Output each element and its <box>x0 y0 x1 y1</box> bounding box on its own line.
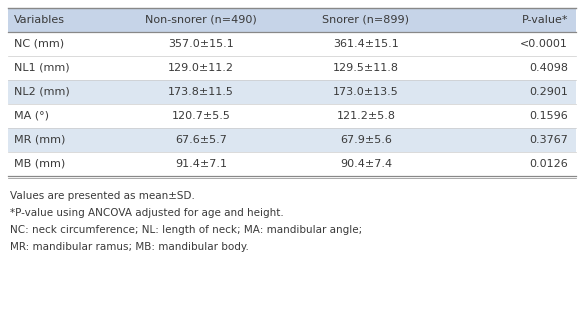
Text: *P-value using ANCOVA adjusted for age and height.: *P-value using ANCOVA adjusted for age a… <box>10 208 284 218</box>
Bar <box>116 56 286 80</box>
Text: NC (mm): NC (mm) <box>14 39 64 49</box>
Text: MR (mm): MR (mm) <box>14 135 65 145</box>
Bar <box>446 80 576 104</box>
Text: 129.5±11.8: 129.5±11.8 <box>333 63 399 73</box>
Bar <box>286 152 446 176</box>
Bar <box>116 32 286 56</box>
Bar <box>446 104 576 128</box>
Bar <box>286 32 446 56</box>
Bar <box>8 56 116 80</box>
Text: 67.6±5.7: 67.6±5.7 <box>175 135 227 145</box>
Text: NL1 (mm): NL1 (mm) <box>14 63 69 73</box>
Text: MA (°): MA (°) <box>14 111 49 121</box>
Bar <box>286 80 446 104</box>
Text: MB (mm): MB (mm) <box>14 159 65 169</box>
Text: Variables: Variables <box>14 15 65 25</box>
Bar <box>446 128 576 152</box>
Text: 0.0126: 0.0126 <box>529 159 568 169</box>
Text: MR: mandibular ramus; MB: mandibular body.: MR: mandibular ramus; MB: mandibular bod… <box>10 242 249 252</box>
Bar <box>116 104 286 128</box>
Bar <box>286 8 446 32</box>
Bar <box>446 8 576 32</box>
Text: 361.4±15.1: 361.4±15.1 <box>333 39 399 49</box>
Bar <box>8 8 116 32</box>
Text: 357.0±15.1: 357.0±15.1 <box>168 39 234 49</box>
Bar <box>8 152 116 176</box>
Bar <box>446 56 576 80</box>
Text: 0.4098: 0.4098 <box>529 63 568 73</box>
Text: 129.0±11.2: 129.0±11.2 <box>168 63 234 73</box>
Text: 173.0±13.5: 173.0±13.5 <box>333 87 399 97</box>
Text: <0.0001: <0.0001 <box>520 39 568 49</box>
Bar <box>446 32 576 56</box>
Bar <box>8 32 116 56</box>
Text: 0.2901: 0.2901 <box>529 87 568 97</box>
Text: 0.3767: 0.3767 <box>529 135 568 145</box>
Text: 121.2±5.8: 121.2±5.8 <box>336 111 395 121</box>
Text: Snorer (n=899): Snorer (n=899) <box>322 15 409 25</box>
Bar <box>116 128 286 152</box>
Text: 91.4±7.1: 91.4±7.1 <box>175 159 227 169</box>
Bar <box>8 128 116 152</box>
Text: P-value*: P-value* <box>522 15 568 25</box>
Bar <box>446 152 576 176</box>
Text: 173.8±11.5: 173.8±11.5 <box>168 87 234 97</box>
Text: 0.1596: 0.1596 <box>529 111 568 121</box>
Text: Non-snorer (n=490): Non-snorer (n=490) <box>145 15 257 25</box>
Bar <box>286 128 446 152</box>
Bar <box>286 104 446 128</box>
Bar <box>8 80 116 104</box>
Text: NC: neck circumference; NL: length of neck; MA: mandibular angle;: NC: neck circumference; NL: length of ne… <box>10 225 362 235</box>
Bar <box>116 80 286 104</box>
Bar <box>8 104 116 128</box>
Text: 67.9±5.6: 67.9±5.6 <box>340 135 392 145</box>
Text: NL2 (mm): NL2 (mm) <box>14 87 69 97</box>
Text: 90.4±7.4: 90.4±7.4 <box>340 159 392 169</box>
Text: Values are presented as mean±SD.: Values are presented as mean±SD. <box>10 191 195 201</box>
Bar <box>116 152 286 176</box>
Text: 120.7±5.5: 120.7±5.5 <box>172 111 231 121</box>
Bar <box>116 8 286 32</box>
Bar <box>286 56 446 80</box>
